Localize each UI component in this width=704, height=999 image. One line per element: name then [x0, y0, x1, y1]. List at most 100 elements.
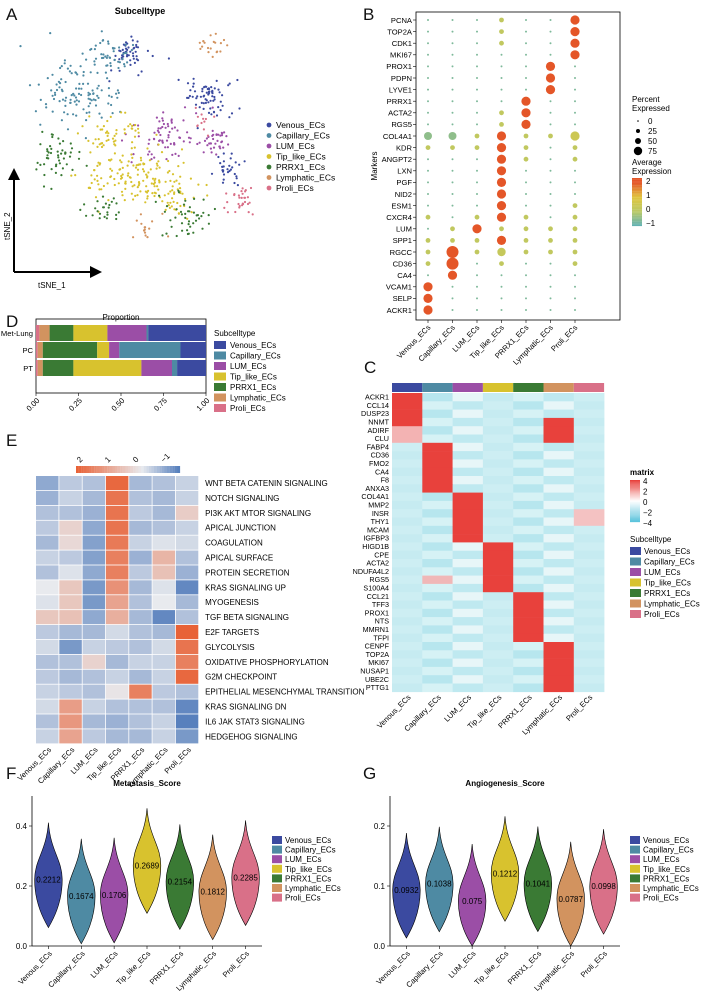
tsne-point — [158, 166, 161, 169]
heatmap-cell — [573, 517, 605, 527]
tsne-point — [219, 162, 222, 165]
heatmap-cell — [513, 592, 544, 601]
heatmap-cell — [452, 393, 484, 402]
heatmap-cell — [392, 534, 423, 543]
dotplot-dot — [549, 285, 552, 288]
dotplot-dot — [525, 42, 527, 45]
tsne-point — [181, 229, 184, 232]
pathway-legend-step — [135, 466, 139, 473]
tsne-point — [213, 87, 216, 90]
tsne-point — [146, 49, 149, 53]
pathway-legend-step — [172, 466, 175, 473]
heatmap-cell — [482, 509, 514, 518]
tsne-point — [116, 172, 119, 175]
heatmap-cell — [392, 417, 423, 427]
heatmap-cell — [452, 542, 484, 551]
proportion-bar-segment — [73, 360, 142, 376]
violin-value-label: 0.075 — [462, 897, 483, 906]
pathway-cell — [129, 684, 152, 699]
tsne-point — [68, 155, 72, 158]
dotplot-frame — [415, 11, 621, 321]
dotplot-dot — [424, 132, 432, 140]
tsne-point — [60, 152, 63, 155]
heatmap-cell — [392, 542, 423, 551]
violin-legend-label: Lymphatic_ECs — [285, 884, 341, 893]
size-legend-title-2: Expressed — [632, 104, 670, 113]
tsne-point — [233, 181, 236, 185]
tsne-point — [237, 194, 240, 197]
violin-shape — [198, 834, 227, 941]
color-legend-step — [632, 191, 642, 193]
tsne-point — [161, 139, 164, 142]
pathway-cell — [105, 654, 129, 669]
tsne-point — [136, 173, 139, 176]
heatmap-gene-label: ACKR1 — [365, 393, 389, 402]
tsne-point — [207, 222, 210, 225]
tsne-point — [50, 133, 53, 136]
tsne-point — [217, 106, 220, 109]
tsne-point — [233, 172, 236, 176]
color-legend-label: −1 — [646, 219, 656, 228]
tsne-point — [203, 41, 206, 44]
dotplot-dot — [476, 309, 478, 311]
tsne-point — [210, 86, 213, 89]
tsne-point — [64, 96, 68, 99]
tsne-point — [117, 182, 120, 185]
pathway-cell — [175, 684, 199, 699]
dotplot-dot — [496, 143, 507, 153]
tsne-point — [70, 174, 73, 177]
pathway-cell — [105, 714, 129, 729]
pathway-legend-step — [89, 466, 92, 473]
pathway-cell — [152, 714, 175, 729]
heatmap-cell — [392, 442, 423, 452]
heatmap-cell — [573, 633, 605, 643]
tsne-point — [219, 100, 222, 103]
tsne-point — [204, 98, 207, 101]
dotplot-dot — [476, 158, 478, 161]
dotplot-dot — [450, 145, 455, 151]
tsne-point — [208, 142, 211, 145]
pathway-cell — [105, 550, 129, 565]
color-legend-step — [632, 214, 642, 216]
tsne-point — [109, 167, 112, 170]
heatmap-legend-step — [630, 514, 640, 516]
heatmap-cell — [573, 442, 605, 452]
heatmap-cell — [513, 642, 544, 651]
tsne-point — [153, 179, 156, 182]
heatmap-cell — [513, 409, 544, 419]
violin-category-label: LUM_ECs — [89, 949, 120, 980]
heatmap-cell — [573, 434, 605, 444]
violin-shape — [490, 816, 520, 922]
tsne-point — [172, 200, 175, 203]
tsne-point — [130, 153, 133, 156]
heatmap-legend-step — [630, 482, 640, 484]
tsne-point — [73, 100, 76, 103]
tsne-point — [170, 118, 173, 121]
dotplot-dot — [451, 193, 454, 195]
tsne-point — [150, 153, 153, 156]
pathway-label: NOTCH SIGNALING — [205, 494, 279, 503]
dotplot-dot — [474, 145, 480, 151]
violin-ytick-label: 0.0 — [16, 942, 28, 951]
heatmap-legend-step — [630, 494, 640, 496]
heatmap-gene-label: MKI67 — [368, 658, 389, 667]
tsne-point — [150, 158, 153, 161]
tsne-point — [168, 130, 171, 134]
tsne-point — [132, 164, 135, 167]
tsne-point — [62, 157, 65, 160]
dotplot-dot — [476, 77, 478, 79]
heatmap-legend-label: −2 — [643, 509, 653, 518]
tsne-point — [113, 47, 116, 50]
tsne-point — [87, 91, 90, 94]
heatmap-legend-step — [630, 499, 640, 502]
violin-ytick-label: 0.2 — [374, 822, 386, 831]
tsne-point — [94, 44, 97, 47]
size-legend-label: 75 — [648, 147, 657, 156]
dotplot-dot — [525, 77, 527, 79]
heatmap-cell — [392, 592, 423, 601]
tsne-point — [212, 146, 216, 149]
heatmap-cell — [452, 625, 484, 634]
heatmap-cell — [392, 625, 423, 634]
tsne-point — [202, 40, 205, 43]
heatmap-cell — [543, 658, 575, 668]
